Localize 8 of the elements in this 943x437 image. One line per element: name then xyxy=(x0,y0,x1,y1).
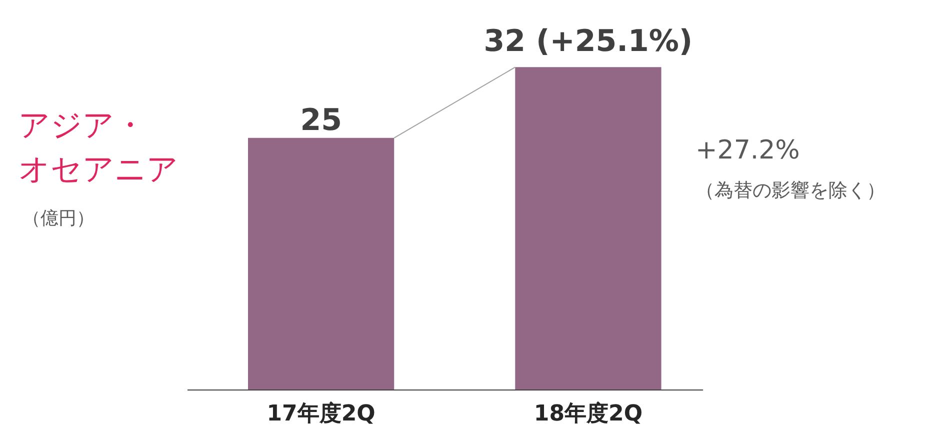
text: （億円） xyxy=(22,208,94,229)
data-label: 32 (+25.1%) xyxy=(484,24,693,60)
x-tick-label: 18年度2Q xyxy=(534,400,643,426)
annotation: （為替の影響を除く） xyxy=(696,180,886,202)
text: アジア・オセアニア xyxy=(18,108,178,188)
x-tick-label: 17年度2Q xyxy=(266,400,376,426)
annotation: +27.2% xyxy=(696,136,800,166)
data-label: 25 xyxy=(300,102,342,138)
